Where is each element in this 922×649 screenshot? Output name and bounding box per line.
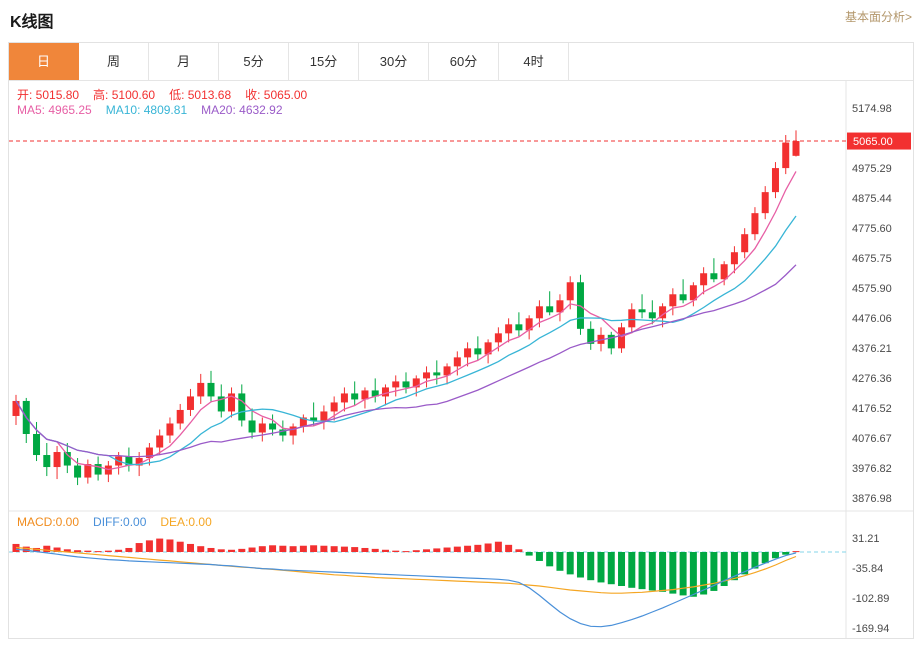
svg-text:4875.44: 4875.44 — [852, 193, 892, 205]
tab-day[interactable]: 日 — [9, 43, 79, 80]
svg-text:4176.52: 4176.52 — [852, 403, 892, 415]
svg-text:5174.98: 5174.98 — [852, 103, 892, 115]
svg-text:4975.29: 4975.29 — [852, 163, 892, 175]
fundamental-analysis-link[interactable]: 基本面分析> — [844, 10, 912, 24]
svg-text:-102.89: -102.89 — [852, 593, 889, 605]
kline-widget: 日 周 月 5分 15分 30分 60分 4时 5174.98 4975.29 48… — [8, 42, 914, 639]
page-title: K线图 — [10, 14, 54, 31]
svg-text:31.21: 31.21 — [852, 533, 880, 545]
svg-text:4775.60: 4775.60 — [852, 223, 892, 235]
kline-chart-canvas[interactable]: 5174.98 4975.29 4875.44 4775.60 4675.75 4575.… — [9, 81, 913, 638]
current-price-badge: 5065.00 — [853, 136, 893, 148]
macd-histogram — [12, 538, 800, 597]
tab-5min[interactable]: 5分 — [219, 43, 289, 80]
tab-month[interactable]: 月 — [149, 43, 219, 80]
axis-tick-labels: 5174.98 4975.29 4875.44 4775.60 4675.75 4575.… — [852, 103, 892, 635]
tab-15min[interactable]: 15分 — [289, 43, 359, 80]
candlesticks — [12, 130, 800, 486]
tab-30min[interactable]: 30分 — [359, 43, 429, 80]
page-header: K线图 基本面分析> — [0, 0, 922, 42]
svg-text:-35.84: -35.84 — [852, 563, 883, 575]
tab-60min[interactable]: 60分 — [429, 43, 499, 80]
svg-text:4476.06: 4476.06 — [852, 313, 892, 325]
tab-4hour[interactable]: 4时 — [499, 43, 569, 80]
svg-text:4076.67: 4076.67 — [852, 433, 892, 445]
svg-text:4675.75: 4675.75 — [852, 253, 892, 265]
period-tabbar: 日 周 月 5分 15分 30分 60分 4时 — [9, 43, 913, 81]
tab-week[interactable]: 周 — [79, 43, 149, 80]
ma-lines — [15, 171, 797, 471]
chart-area: 5174.98 4975.29 4875.44 4775.60 4675.75 4575.… — [9, 81, 913, 638]
current-price-marker: 5065.00 — [9, 132, 911, 150]
svg-text:-169.94: -169.94 — [852, 623, 889, 635]
svg-text:4276.36: 4276.36 — [852, 373, 892, 385]
macd-lines — [15, 546, 797, 628]
svg-text:4376.21: 4376.21 — [852, 343, 892, 355]
svg-text:3876.98: 3876.98 — [852, 493, 892, 505]
svg-text:4575.90: 4575.90 — [852, 283, 892, 295]
chart-frame — [9, 81, 913, 638]
svg-text:3976.82: 3976.82 — [852, 463, 892, 475]
